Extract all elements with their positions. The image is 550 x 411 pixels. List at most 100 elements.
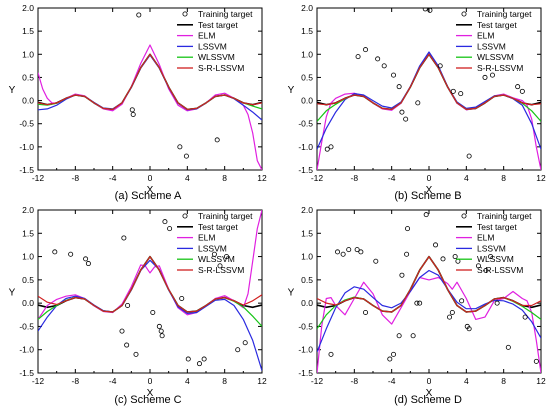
y-tick-label: -1.5 [298, 368, 313, 378]
series-line-s-r-lssvm [38, 256, 262, 313]
training-target-point [396, 333, 402, 339]
legend-marker-training-target [461, 11, 467, 17]
x-tick-label: 12 [536, 173, 546, 183]
training-target-point [414, 300, 420, 306]
legend-label: Training target [477, 211, 532, 221]
training-target-point [391, 351, 397, 357]
y-tick-label: -1.5 [19, 368, 34, 378]
plot-frame [37, 209, 263, 374]
training-target-point [403, 116, 409, 122]
training-target-point [185, 356, 191, 362]
training-target-point [415, 100, 421, 106]
training-target-point [447, 314, 453, 320]
y-tick-label: 1.5 [22, 228, 34, 238]
training-target-point [242, 340, 248, 346]
training-target-point [354, 247, 360, 253]
x-tick-label: -8 [351, 376, 359, 386]
training-target-point [466, 153, 472, 159]
training-target-point [396, 84, 402, 90]
training-target-point [130, 111, 136, 117]
panel-caption: (c) Scheme C [114, 394, 181, 406]
training-target-point [328, 144, 334, 150]
training-target-point [450, 88, 456, 94]
y-tick-label: 0.0 [301, 298, 313, 308]
training-target-point [405, 226, 411, 232]
x-tick-label: 4 [185, 173, 190, 183]
training-target-point [156, 323, 162, 329]
x-tick-label: -12 [311, 173, 324, 183]
y-tick-label: 1.0 [22, 49, 34, 59]
training-target-point [85, 261, 91, 267]
y-tick-label: -0.5 [298, 321, 313, 331]
legend-label: LSSVM [198, 41, 227, 51]
training-target-point [533, 358, 539, 364]
training-target-point [335, 249, 341, 255]
y-tick-label: 0.0 [22, 96, 34, 106]
legend-label: ELM [477, 31, 494, 41]
series-line-elm [317, 52, 541, 170]
legend-marker-training-target [182, 213, 188, 219]
x-tick-label: 8 [222, 173, 227, 183]
training-target-point [129, 107, 135, 113]
legend-label: Training target [198, 211, 253, 221]
x-tick-label: -8 [72, 173, 80, 183]
training-target-point [355, 54, 361, 60]
plot-frame [316, 7, 542, 171]
legend-label: Test target [477, 222, 517, 232]
plot-area [317, 8, 541, 170]
training-target-point [399, 109, 405, 115]
x-tick-label: 0 [148, 376, 153, 386]
plot-frame [316, 209, 542, 374]
x-axis-title: X [426, 388, 433, 399]
x-tick-label: 0 [427, 173, 432, 183]
series-line-elm [317, 276, 541, 373]
series-line-lssvm [38, 259, 262, 371]
chart-panel-2: -12 -8 -4 0 4 8 12 -1.5 -1.0 -0.5 0.0 0.5 1.0 1.5 2.0 X… [288, 3, 546, 202]
x-tick-label: 12 [257, 376, 267, 386]
legend-label: LSSVM [477, 243, 506, 253]
y-tick-label: 0.0 [22, 298, 34, 308]
chart-panel-1: -12 -8 -4 0 4 8 12 -1.5 -1.0 -0.5 0.0 0.5 1.0 1.5 2.0 X… [9, 3, 267, 202]
legend-label: Test target [477, 20, 517, 30]
x-tick-label: 8 [501, 376, 506, 386]
training-target-point [179, 295, 185, 301]
panel-caption: (a) Scheme A [115, 190, 182, 202]
x-tick-label: -4 [109, 376, 117, 386]
training-target-point [452, 254, 458, 260]
y-tick-label: 1.0 [22, 252, 34, 262]
training-target-point [459, 298, 465, 304]
x-axis-title: X [147, 185, 154, 196]
training-target-point [358, 249, 364, 255]
x-tick-label: 4 [464, 376, 469, 386]
legend-label: WLSSVM [477, 254, 514, 264]
x-tick-label: -8 [72, 376, 80, 386]
chart-panel-4: -12 -8 -4 0 4 8 12 -1.5 -1.0 -0.5 0.0 0.5 1.0 1.5 2.0 X… [288, 205, 546, 406]
y-tick-label: 2.0 [22, 3, 34, 13]
training-target-point [214, 137, 220, 143]
x-tick-label: -8 [351, 173, 359, 183]
panel-caption: (b) Scheme B [394, 190, 461, 202]
panel-caption: (d) Scheme D [394, 394, 462, 406]
y-tick-label: 0.5 [301, 275, 313, 285]
y-tick-label: -1.5 [298, 165, 313, 175]
training-target-point [488, 254, 494, 260]
training-target-point [177, 144, 183, 150]
y-tick-label: 0.5 [22, 72, 34, 82]
training-target-point [68, 251, 74, 257]
training-target-point [373, 258, 379, 264]
training-target-point [519, 88, 525, 94]
training-target-point [136, 12, 142, 18]
training-target-point [391, 72, 397, 78]
y-axis-title: Y [9, 85, 16, 96]
training-target-point [196, 361, 202, 367]
training-target-point [489, 72, 495, 78]
training-target-point [437, 63, 443, 69]
legend-label: LSSVM [477, 41, 506, 51]
y-tick-label: -1.0 [298, 142, 313, 152]
training-target-point [324, 146, 330, 152]
training-target-point [423, 212, 429, 218]
training-target-point [125, 302, 131, 308]
y-axis-title: Y [9, 288, 16, 299]
legend-label: Test target [198, 222, 238, 232]
